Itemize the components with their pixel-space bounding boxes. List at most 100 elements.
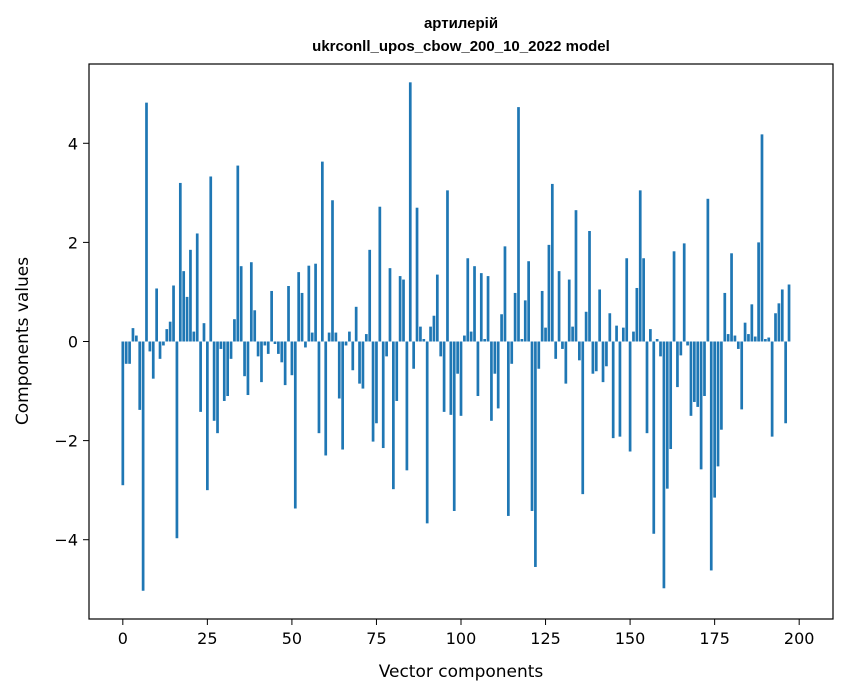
bar-91	[429, 326, 432, 342]
bar-47	[280, 341, 284, 363]
y-tick-label: −2	[54, 432, 78, 451]
bar-82	[398, 276, 402, 342]
bar-63	[334, 332, 338, 342]
bar-170	[696, 341, 700, 407]
x-axis-label: Vector components	[379, 662, 544, 682]
bar-156	[649, 329, 652, 342]
bar-117	[517, 107, 520, 342]
bar-196	[784, 341, 788, 424]
bar-172	[703, 341, 706, 397]
bar-149	[625, 258, 629, 342]
bar-34	[236, 165, 240, 342]
bar-38	[249, 262, 253, 342]
bar-87	[415, 207, 419, 342]
bar-120	[527, 261, 530, 342]
bar-14	[168, 321, 172, 342]
bar-66	[344, 341, 348, 346]
chart-subtitle: ukrconll_upos_cbow_200_10_2022 model	[312, 38, 610, 55]
bar-17	[178, 182, 182, 342]
bar-187	[753, 336, 757, 342]
bar-134	[574, 210, 578, 342]
bars-group	[121, 82, 791, 591]
bar-49	[287, 286, 290, 342]
x-tick-label: 200	[784, 629, 815, 648]
bar-181	[733, 335, 737, 342]
bar-79	[388, 268, 392, 342]
bar-122	[534, 341, 537, 567]
y-tick-label: 2	[68, 233, 78, 252]
bar-13	[165, 329, 169, 342]
bar-21	[192, 331, 196, 342]
y-axis-label: Components values	[13, 257, 33, 425]
bar-103	[469, 331, 473, 342]
bar-86	[412, 341, 416, 369]
x-tick-label: 50	[282, 629, 302, 648]
bar-68	[351, 341, 355, 371]
bar-128	[554, 341, 558, 359]
bar-125	[544, 327, 547, 342]
x-tick-label: 150	[615, 629, 646, 648]
bar-119	[523, 300, 527, 342]
bar-71	[361, 341, 365, 389]
bar-190	[764, 339, 767, 342]
bar-101	[463, 335, 466, 342]
bar-33	[233, 319, 236, 342]
bar-72	[364, 334, 368, 342]
bar-20	[189, 249, 192, 342]
bar-92	[432, 315, 436, 342]
bar-166	[682, 243, 686, 342]
bar-69	[354, 306, 358, 342]
bar-147	[618, 341, 622, 437]
bar-48	[283, 341, 287, 386]
bar-114	[506, 341, 510, 516]
bar-113	[503, 246, 507, 342]
bar-95	[442, 341, 446, 412]
y-tick-label: 4	[68, 134, 78, 153]
bar-12	[162, 341, 165, 346]
bar-29	[219, 341, 223, 349]
bar-183	[740, 341, 744, 410]
bar-160	[662, 341, 666, 589]
bar-56	[310, 332, 314, 342]
bar-118	[520, 339, 524, 342]
bar-53	[300, 292, 304, 342]
bar-167	[686, 341, 689, 346]
bar-35	[239, 266, 243, 342]
bar-175	[713, 341, 716, 498]
bar-173	[706, 198, 710, 342]
bar-185	[747, 334, 750, 342]
bar-168	[689, 341, 693, 416]
bar-15	[172, 285, 175, 342]
bar-62	[331, 200, 334, 342]
bar-162	[669, 341, 673, 450]
bar-75	[375, 341, 378, 424]
bar-143	[605, 341, 608, 367]
bar-51	[293, 341, 297, 509]
bar-25	[206, 341, 209, 491]
bar-139	[591, 341, 595, 374]
bar-186	[750, 304, 754, 342]
bar-83	[402, 279, 405, 342]
bar-28	[216, 341, 219, 434]
bar-106	[479, 273, 483, 342]
bar-176	[716, 341, 720, 467]
bar-58	[317, 341, 321, 434]
bar-180	[730, 253, 733, 342]
bar-57	[314, 263, 317, 342]
bar-171	[699, 341, 703, 470]
bar-97	[449, 341, 453, 415]
bar-76	[378, 206, 382, 342]
bar-70	[358, 341, 361, 384]
bar-159	[659, 341, 662, 357]
x-tick-label: 175	[699, 629, 730, 648]
x-tick-label: 100	[446, 629, 477, 648]
bar-142	[601, 341, 605, 383]
bar-179	[726, 334, 730, 342]
bar-193	[774, 313, 777, 342]
bar-116	[513, 292, 517, 342]
bar-138	[588, 231, 591, 342]
bar-45	[273, 341, 277, 344]
bar-43	[266, 341, 270, 354]
bar-96	[446, 190, 449, 342]
bar-169	[692, 341, 696, 402]
